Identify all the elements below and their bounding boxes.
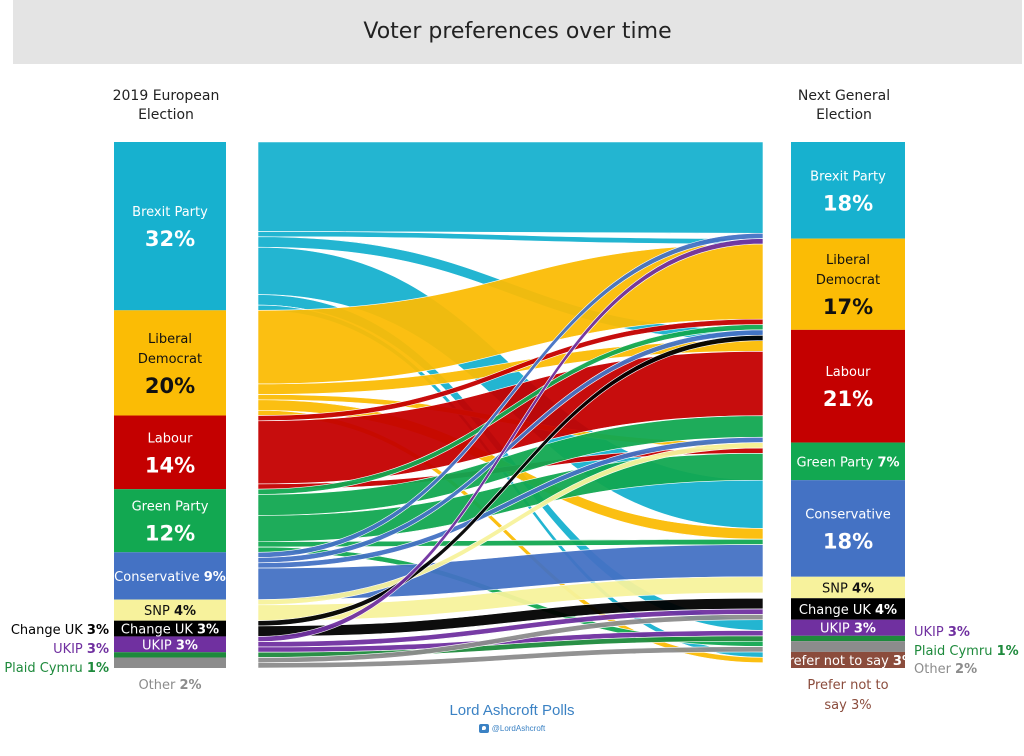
right-ext-label-other: Other 2% bbox=[914, 662, 977, 677]
left-ext-label-other: Other 2% bbox=[138, 678, 201, 693]
left-label-green-party-pct: 12% bbox=[145, 522, 195, 546]
left-node-liberal-democrat bbox=[114, 310, 226, 416]
left-node-change-uk bbox=[114, 620, 226, 637]
flow-ukip-to-brexit-party bbox=[257, 238, 764, 643]
left-label-liberal-democrat-name: Liberal bbox=[148, 332, 192, 347]
left-node-conservative bbox=[114, 552, 226, 600]
label-layer: Brexit Party 32% Liberal Democrat 20% Labour 1… bbox=[4, 169, 1018, 713]
right-node-prefer-not-to-say bbox=[791, 651, 905, 668]
left-node-ukip bbox=[114, 636, 226, 653]
right-label-green-party: Green Party 7% bbox=[796, 455, 899, 470]
right-node-liberal-democrat bbox=[791, 238, 905, 330]
twitter-handle: @LordAshcroft bbox=[491, 724, 546, 733]
left-node-labour bbox=[114, 415, 226, 490]
right-node-snp bbox=[791, 576, 905, 599]
left-node-plaid-cymru bbox=[114, 652, 226, 658]
right-label-ukip: UKIP 3% bbox=[820, 622, 876, 637]
right-node-conservative bbox=[791, 480, 905, 577]
flow-other-to-change-uk bbox=[257, 614, 764, 664]
left-label-labour-name: Labour bbox=[148, 431, 194, 446]
right-label-liberal-democrat-pct: 17% bbox=[823, 295, 873, 319]
right-label-change-uk: Change UK 4% bbox=[799, 603, 897, 618]
flow-brexit-party-to-brexit-party bbox=[257, 141, 764, 234]
right-node-brexit-party bbox=[791, 142, 905, 239]
flow-snp-to-snp bbox=[257, 576, 764, 621]
right-label-brexit-party-pct: 18% bbox=[823, 191, 873, 215]
twitter-icon bbox=[478, 724, 489, 734]
left-label-liberal-democrat-name: Democrat bbox=[138, 352, 202, 367]
right-ext-label-prefer-not-to-say-line-0: Prefer not to bbox=[807, 678, 888, 693]
left-label-brexit-party-pct: 32% bbox=[145, 227, 195, 251]
left-label-conservative: Conservative 9% bbox=[114, 570, 226, 585]
twitter-credit[interactable]: @LordAshcroft bbox=[0, 724, 1024, 734]
right-label-labour-name: Labour bbox=[826, 365, 872, 380]
right-node-other bbox=[791, 641, 905, 652]
right-label-liberal-democrat-name: Liberal bbox=[826, 253, 870, 268]
right-node-plaid-cymru bbox=[791, 635, 905, 642]
flow-change-uk-to-liberal-democrat bbox=[257, 334, 764, 627]
right-ext-label-plaid-cymru: Plaid Cymru 1% bbox=[914, 644, 1019, 659]
right-label-prefer-not-to-say: Prefer not to say 3% bbox=[781, 654, 915, 669]
left-label-ukip: UKIP 3% bbox=[142, 638, 198, 653]
title-bar: Voter preferences over time bbox=[13, 0, 1022, 64]
left-label-green-party-name: Green Party bbox=[132, 500, 209, 515]
left-label-labour-pct: 14% bbox=[145, 453, 195, 477]
right-label-brexit-party-name: Brexit Party bbox=[810, 169, 886, 184]
flow-snp-to-labour bbox=[257, 442, 764, 606]
left-ext-label-ukip: UKIP 3% bbox=[53, 642, 109, 657]
left-node-other bbox=[114, 657, 226, 668]
right-column-header: Next General Election bbox=[797, 88, 891, 123]
left-column-header: 2019 European Election bbox=[112, 88, 220, 123]
right-node-labour bbox=[791, 329, 905, 443]
right-label-conservative-pct: 18% bbox=[823, 529, 873, 553]
left-node-green-party bbox=[114, 489, 226, 553]
right-node-column bbox=[791, 142, 905, 668]
left-node-brexit-party bbox=[114, 142, 226, 311]
right-label-labour-pct: 21% bbox=[823, 387, 873, 411]
right-label-conservative-name: Conservative bbox=[805, 507, 890, 522]
chart-title: Voter preferences over time bbox=[363, 19, 672, 44]
right-node-ukip bbox=[791, 619, 905, 636]
left-label-snp: SNP 4% bbox=[144, 604, 196, 619]
right-ext-label-ukip: UKIP 3% bbox=[914, 625, 970, 640]
right-label-liberal-democrat-name: Democrat bbox=[816, 273, 880, 288]
left-label-change-uk: Change UK 3% bbox=[121, 623, 219, 638]
flow-layer bbox=[257, 141, 764, 669]
left-node-snp bbox=[114, 599, 226, 621]
left-label-brexit-party-name: Brexit Party bbox=[132, 205, 208, 220]
left-label-liberal-democrat-pct: 20% bbox=[145, 374, 195, 398]
right-ext-label-prefer-not-to-say-line-1: say 3% bbox=[824, 698, 871, 713]
right-label-snp: SNP 4% bbox=[822, 581, 874, 596]
footer-source: Lord Ashcroft Polls bbox=[449, 702, 575, 719]
left-ext-label-plaid-cymru: Plaid Cymru 1% bbox=[4, 661, 109, 676]
left-node-column bbox=[114, 142, 226, 668]
left-ext-label-change-uk: Change UK 3% bbox=[11, 623, 109, 638]
right-node-change-uk bbox=[791, 598, 905, 620]
right-node-green-party bbox=[791, 442, 905, 481]
flow-other-to-other bbox=[257, 646, 764, 669]
